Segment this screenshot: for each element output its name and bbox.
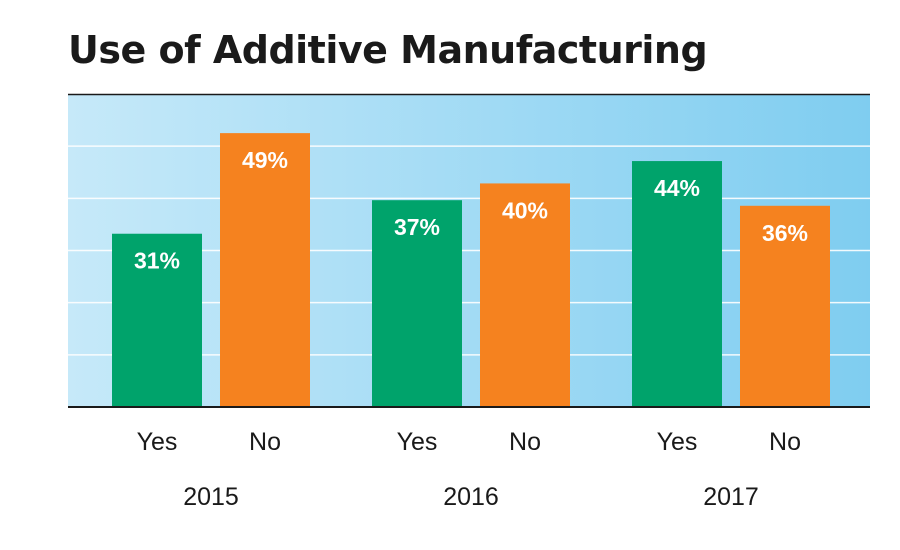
- bar-value-label: 40%: [502, 197, 548, 223]
- bar-no-2016: [480, 183, 570, 407]
- bar-yes-2017: [632, 161, 722, 407]
- series-category-label: Yes: [657, 428, 698, 456]
- chart-title: Use of Additive Manufacturing: [68, 28, 708, 72]
- series-category-label: No: [249, 428, 281, 456]
- bar-no-2017: [740, 205, 830, 407]
- series-category-label: Yes: [137, 428, 178, 456]
- bar-no-2015: [220, 133, 310, 407]
- bar-value-label: 37%: [394, 214, 440, 240]
- year-group-label: 2015: [183, 483, 239, 511]
- labels: 31% Yes 49% No 2015 37% Yes 40% No 2016 44% Yes 36% N…: [134, 147, 808, 511]
- bar-value-label: 44%: [654, 175, 700, 201]
- series-category-label: No: [509, 428, 541, 456]
- bar-value-label: 49%: [242, 147, 288, 173]
- year-group-label: 2016: [443, 483, 499, 511]
- bar-yes-2015: [112, 233, 202, 407]
- bar-value-label: 31%: [134, 248, 180, 274]
- series-category-label: No: [769, 428, 801, 456]
- series-category-label: Yes: [397, 428, 438, 456]
- bar-yes-2016: [372, 200, 462, 407]
- bars: [112, 133, 830, 407]
- bar-value-label: 36%: [762, 220, 808, 246]
- year-group-label: 2017: [703, 483, 759, 511]
